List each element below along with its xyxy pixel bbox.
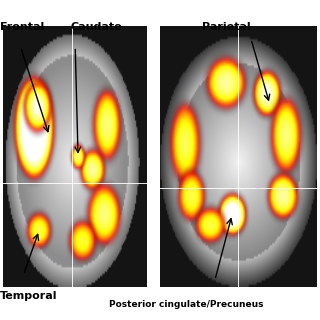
Text: Frontal: Frontal xyxy=(0,22,44,32)
Text: Caudate: Caudate xyxy=(70,22,122,32)
Text: Parietal: Parietal xyxy=(202,22,250,32)
Text: Posterior cingulate/Precuneus: Posterior cingulate/Precuneus xyxy=(109,300,263,309)
Text: Temporal: Temporal xyxy=(0,291,58,301)
